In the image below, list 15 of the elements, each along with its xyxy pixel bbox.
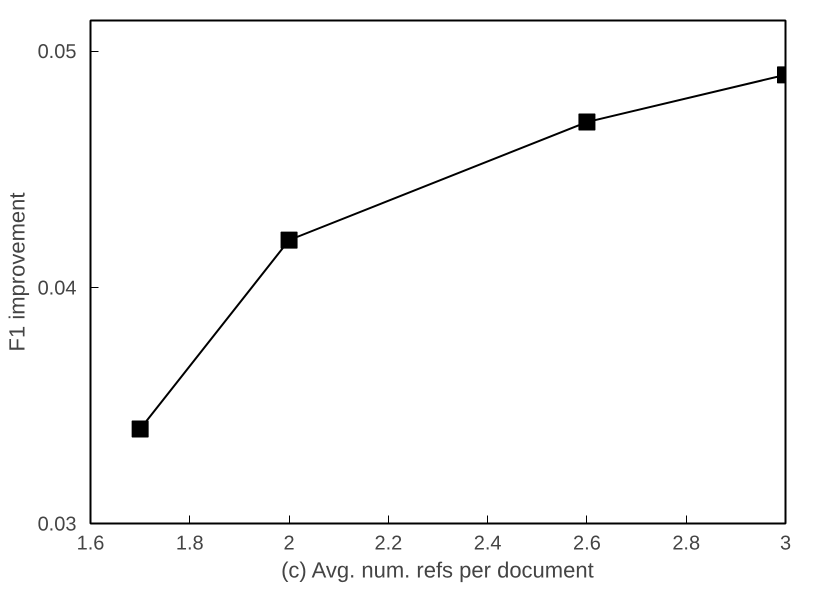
x-tick-label: 2.8 bbox=[672, 532, 700, 554]
x-tick-label: 1.8 bbox=[176, 532, 204, 554]
point bbox=[280, 232, 298, 249]
x-tick-label: 2.6 bbox=[573, 532, 601, 554]
y-tick-label: 0.05 bbox=[38, 41, 77, 64]
x-tick-label: 1.6 bbox=[76, 532, 104, 554]
y-tick-label: 0.03 bbox=[38, 514, 77, 536]
y-tick-label: 0.04 bbox=[38, 277, 77, 300]
x-tick-label: 2 bbox=[284, 532, 295, 554]
y-axis-title: F1 improvement bbox=[4, 192, 30, 352]
x-axis-title: (c) Avg. num. refs per document bbox=[281, 558, 594, 582]
point bbox=[132, 420, 149, 438]
x-tick-label: 3 bbox=[780, 532, 792, 554]
x-tick-label: 2.2 bbox=[374, 532, 402, 554]
x-tick-label: 2.4 bbox=[474, 532, 502, 554]
